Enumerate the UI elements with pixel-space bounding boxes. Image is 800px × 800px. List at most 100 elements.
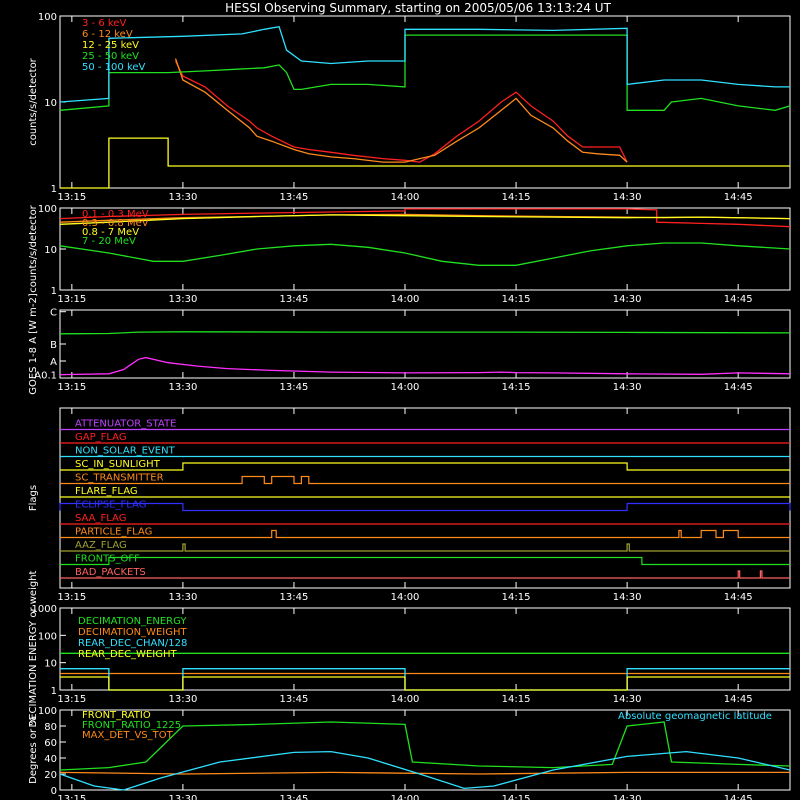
x-tick-label: 13:30: [168, 192, 197, 203]
y-tick-label: 1: [51, 686, 57, 697]
y-axis-label: GOES 1-8 A [W m-2]: [28, 293, 39, 395]
x-tick-label: 14:00: [391, 694, 420, 705]
x-tick-label: 13:15: [57, 694, 86, 705]
x-tick-label: 14:15: [502, 294, 531, 305]
y-tick-label: 100: [38, 631, 57, 642]
series-line: [59, 771, 790, 775]
y-axis-label: Flags: [28, 485, 39, 511]
flag-label: NON_SOLAR_EVENT: [75, 446, 176, 457]
y-tick-label: B: [50, 340, 57, 351]
legend-entry: FRONT_RATIO: [82, 710, 151, 721]
x-tick-label: 13:15: [57, 192, 86, 203]
x-tick-label: 14:00: [391, 192, 420, 203]
y-axis-label: counts/s/detector: [28, 204, 39, 292]
flag-label: SC_IN_SUNLIGHT: [75, 459, 161, 470]
x-tick-label: 14:15: [502, 794, 531, 800]
flag-label: GAP_FLAG: [75, 432, 127, 443]
x-tick-label: 14:00: [391, 794, 420, 800]
x-tick-label: 13:15: [57, 592, 86, 603]
x-tick-label: 14:45: [724, 382, 753, 393]
panel-frame: [59, 407, 791, 589]
flag-label: ATTENUATOR_STATE: [75, 419, 176, 430]
series-line: [60, 676, 790, 691]
series-line: [174, 60, 628, 163]
legend-entry: 0.1 - 0.3 MeV: [82, 209, 149, 220]
x-tick-label: 14:30: [613, 192, 642, 203]
legend-entry: DECIMATION_WEIGHT: [78, 627, 187, 638]
x-tick-label: 13:45: [280, 382, 309, 393]
x-tick-label: 13:30: [168, 694, 197, 705]
y-tick-label: 10: [44, 98, 57, 109]
legend-entry: 6 - 12 keV: [82, 29, 133, 40]
flag-label: SAA_FLAG: [75, 513, 126, 524]
flag-label: SC_TRANSMITTER: [75, 473, 164, 484]
x-tick-label: 13:30: [168, 592, 197, 603]
x-tick-label: 14:45: [724, 794, 753, 800]
series-line: [59, 331, 791, 335]
x-tick-label: 14:00: [391, 294, 420, 305]
series-line: [59, 214, 791, 225]
x-tick-label: 14:15: [502, 192, 531, 203]
legend-entry: REAR_DEC_WEIGHT: [78, 649, 177, 660]
flag-line: [60, 475, 790, 485]
x-tick-label: 13:45: [280, 294, 309, 305]
y-tick-label: 1000: [32, 604, 57, 615]
y-tick-label: 40: [44, 754, 57, 765]
x-tick-label: 14:45: [724, 294, 753, 305]
y-tick-label: C: [50, 308, 57, 319]
y-tick-label: 20: [44, 770, 57, 781]
x-tick-label: 13:15: [57, 794, 86, 800]
x-tick-label: 13:45: [280, 694, 309, 705]
x-tick-label: 14:30: [613, 794, 642, 800]
x-tick-label: 14:30: [613, 382, 642, 393]
legend-entry: 0.8 - 7 MeV: [82, 227, 139, 238]
flag-label: AAZ_FLAG: [75, 540, 127, 551]
x-tick-label: 13:45: [280, 192, 309, 203]
legend-entry: MAX_DET_VS_TOT: [82, 730, 174, 741]
x-tick-label: 14:45: [724, 592, 753, 603]
legend-entry: FRONT_RATIO_1225: [82, 720, 181, 731]
panels-group: 13:15 13:30 13:45 14:00 14:15 14:30 14:45 count…: [28, 12, 791, 800]
y-tick-label: 60: [44, 738, 57, 749]
series-line: [60, 137, 790, 189]
x-tick-label: 13:30: [168, 794, 197, 800]
x-tick-label: 14:30: [613, 294, 642, 305]
flag-line: [60, 462, 790, 471]
series-line: [59, 242, 791, 266]
x-tick-label: 14:30: [613, 694, 642, 705]
y-tick-label: 100: [38, 204, 57, 215]
series-line: [59, 25, 790, 103]
flag-label: BAD_PACKETS: [75, 567, 146, 578]
legend-entry: REAR_DEC_CHAN/128: [78, 638, 187, 649]
y-tick-label: 80: [44, 722, 57, 733]
flag-line: [60, 543, 790, 552]
y-tick-label: 10: [44, 659, 57, 670]
x-tick-label: 13:45: [280, 592, 309, 603]
flag-label: ECLIPSE_FLAG: [75, 500, 146, 511]
series-line: [59, 208, 791, 228]
x-tick-label: 14:15: [502, 592, 531, 603]
x-tick-label: 14:30: [613, 592, 642, 603]
flag-label: PARTICLE_FLAG: [75, 527, 152, 538]
legend-entry: 0.3 - 0.8 MeV: [82, 218, 149, 229]
figure-title: HESSI Observing Summary, starting on 200…: [225, 1, 611, 15]
y-tick-label: A: [50, 357, 57, 368]
legend-entry: Absolute geomagnetic latitude: [618, 711, 772, 722]
x-tick-label: 14:45: [724, 192, 753, 203]
flag-line: [60, 529, 790, 539]
series-line: [59, 721, 791, 771]
flag-label: FRONTS_OFF: [75, 554, 140, 565]
legend-entry: 50 - 100 keV: [82, 62, 146, 73]
y-tick-label: 1: [51, 184, 57, 195]
legend-entry: 7 - 20 MeV: [82, 236, 136, 247]
series-line: [59, 750, 791, 791]
flag-label: FLARE_FLAG: [75, 486, 138, 497]
x-tick-label: 13:15: [57, 382, 86, 393]
series-line: [59, 34, 791, 111]
legend-entry: 25 - 50 keV: [82, 51, 139, 62]
x-tick-label: 14:15: [502, 694, 531, 705]
y-axis-label: Degrees or %: [28, 716, 39, 784]
y-axis-label: counts/s/detector: [28, 57, 39, 145]
y-tick-label: A0.1: [34, 371, 57, 382]
